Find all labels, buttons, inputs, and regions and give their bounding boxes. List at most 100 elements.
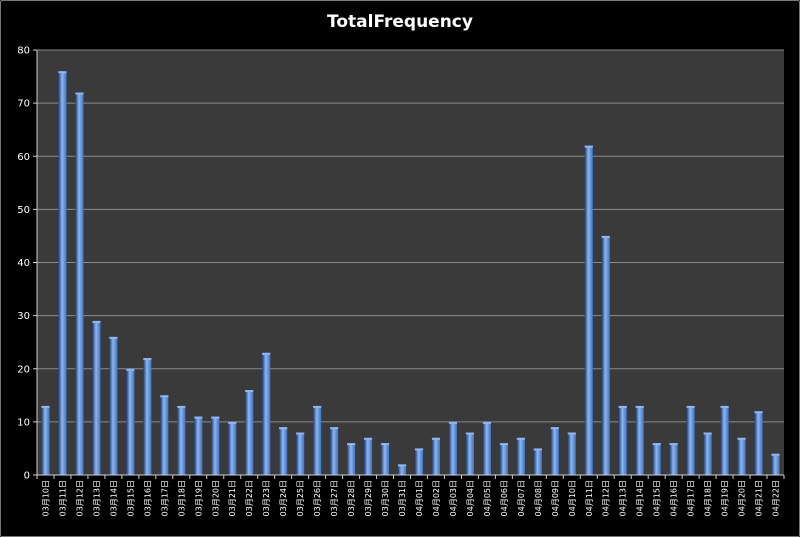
x-tick-label: 04月06日 — [500, 480, 509, 516]
bar-top — [533, 448, 542, 451]
bar-top — [194, 416, 203, 419]
bar — [669, 443, 678, 475]
bar-top — [431, 437, 441, 440]
bar — [92, 320, 101, 475]
x-tick-label: 04月19日 — [721, 480, 730, 516]
y-tick-label: 20 — [17, 364, 30, 375]
bar — [448, 421, 458, 475]
x-tick-label: 04月01日 — [415, 480, 424, 516]
bar — [262, 352, 271, 475]
x-tick-label: 03月23日 — [262, 480, 271, 516]
bar-top — [363, 437, 373, 440]
bar — [550, 427, 559, 475]
x-tick-label: 03月13日 — [92, 480, 101, 516]
bar — [635, 405, 644, 475]
y-tick-label: 10 — [17, 417, 30, 428]
bar-top — [160, 395, 169, 398]
y-tick-label: 0 — [24, 471, 30, 482]
y-axis-ticks: 0 10 20 30 40 50 60 70 80 — [17, 46, 37, 482]
bar — [228, 421, 237, 475]
bar-top — [465, 432, 474, 435]
x-tick-label: 03月11日 — [58, 480, 67, 516]
bar — [143, 358, 152, 475]
x-tick-label: 03月17日 — [160, 480, 169, 516]
bar-top — [41, 405, 50, 408]
x-tick-label: 04月13日 — [619, 480, 628, 516]
x-tick-label: 03月10日 — [41, 480, 50, 516]
gridlines — [37, 49, 784, 423]
x-tick-label: 04月11日 — [585, 480, 594, 516]
bar — [601, 235, 610, 475]
bar-top — [313, 405, 322, 408]
x-tick-label: 04月12日 — [602, 480, 611, 516]
bar — [482, 421, 491, 475]
bar — [109, 336, 118, 475]
bar — [720, 405, 729, 475]
x-axis-ticks: 03月10日 03月11日 03月12日 03月13日 03月14日 03月15日 03月1… — [36, 475, 785, 516]
x-tick-label: 04月07日 — [517, 480, 526, 516]
bar-top — [720, 405, 729, 408]
x-tick-label: 04月04日 — [466, 480, 475, 516]
bar-top — [380, 443, 390, 446]
bar-top — [109, 336, 118, 339]
x-tick-label: 03月25日 — [296, 480, 305, 516]
bar-top — [652, 443, 661, 446]
bar — [414, 448, 424, 475]
bar-top — [279, 427, 288, 430]
bar-top — [296, 432, 305, 435]
x-tick-label: 03月18日 — [177, 480, 186, 516]
x-tick-label: 04月03日 — [449, 480, 458, 516]
y-tick-label: 70 — [17, 99, 30, 110]
bar-top — [262, 352, 271, 355]
y-tick-label: 40 — [17, 258, 30, 269]
y-tick-label: 30 — [17, 311, 30, 322]
bar — [363, 437, 373, 475]
bar-top — [228, 421, 237, 424]
y-tick-label: 80 — [17, 46, 30, 57]
x-tick-label: 03月28日 — [347, 480, 356, 516]
x-tick-label: 04月02日 — [432, 480, 441, 516]
x-tick-label: 04月18日 — [704, 480, 713, 516]
bar-top — [177, 405, 186, 408]
bar-top — [499, 443, 508, 446]
bar-top — [737, 437, 746, 440]
x-tick-label: 04月15日 — [653, 480, 662, 516]
bar-top — [58, 71, 67, 74]
bar — [584, 145, 593, 475]
x-tick-label: 04月16日 — [670, 480, 679, 516]
bar — [380, 443, 390, 475]
bar-top — [414, 448, 424, 451]
bar — [177, 405, 186, 475]
bar-top — [703, 432, 712, 435]
x-tick-label: 03月30日 — [381, 480, 390, 516]
x-tick-label: 03月14日 — [109, 480, 118, 516]
x-tick-label: 03月15日 — [126, 480, 135, 516]
x-tick-label: 03月19日 — [194, 480, 203, 516]
bar-top — [635, 405, 644, 408]
chart-title: TotalFrequency — [327, 12, 473, 32]
bar — [245, 390, 254, 475]
bar — [211, 416, 220, 475]
bar — [330, 427, 339, 475]
bar — [126, 368, 135, 475]
bar-top — [601, 235, 610, 238]
bar — [516, 437, 525, 475]
bar-top — [686, 405, 695, 408]
bar — [431, 437, 441, 475]
x-tick-label: 03月12日 — [75, 480, 84, 516]
x-tick-label: 04月10日 — [568, 480, 577, 516]
bar — [41, 405, 50, 475]
bar — [279, 427, 288, 475]
bar-top — [482, 421, 491, 424]
bar — [771, 453, 780, 475]
bar-top — [448, 421, 458, 424]
bar-top — [126, 368, 135, 371]
bar — [75, 92, 84, 475]
bar-top — [211, 416, 220, 419]
bar-top — [754, 411, 763, 414]
bar — [313, 405, 322, 475]
bar — [194, 416, 203, 475]
bar — [499, 443, 508, 475]
bar-top — [771, 453, 780, 456]
